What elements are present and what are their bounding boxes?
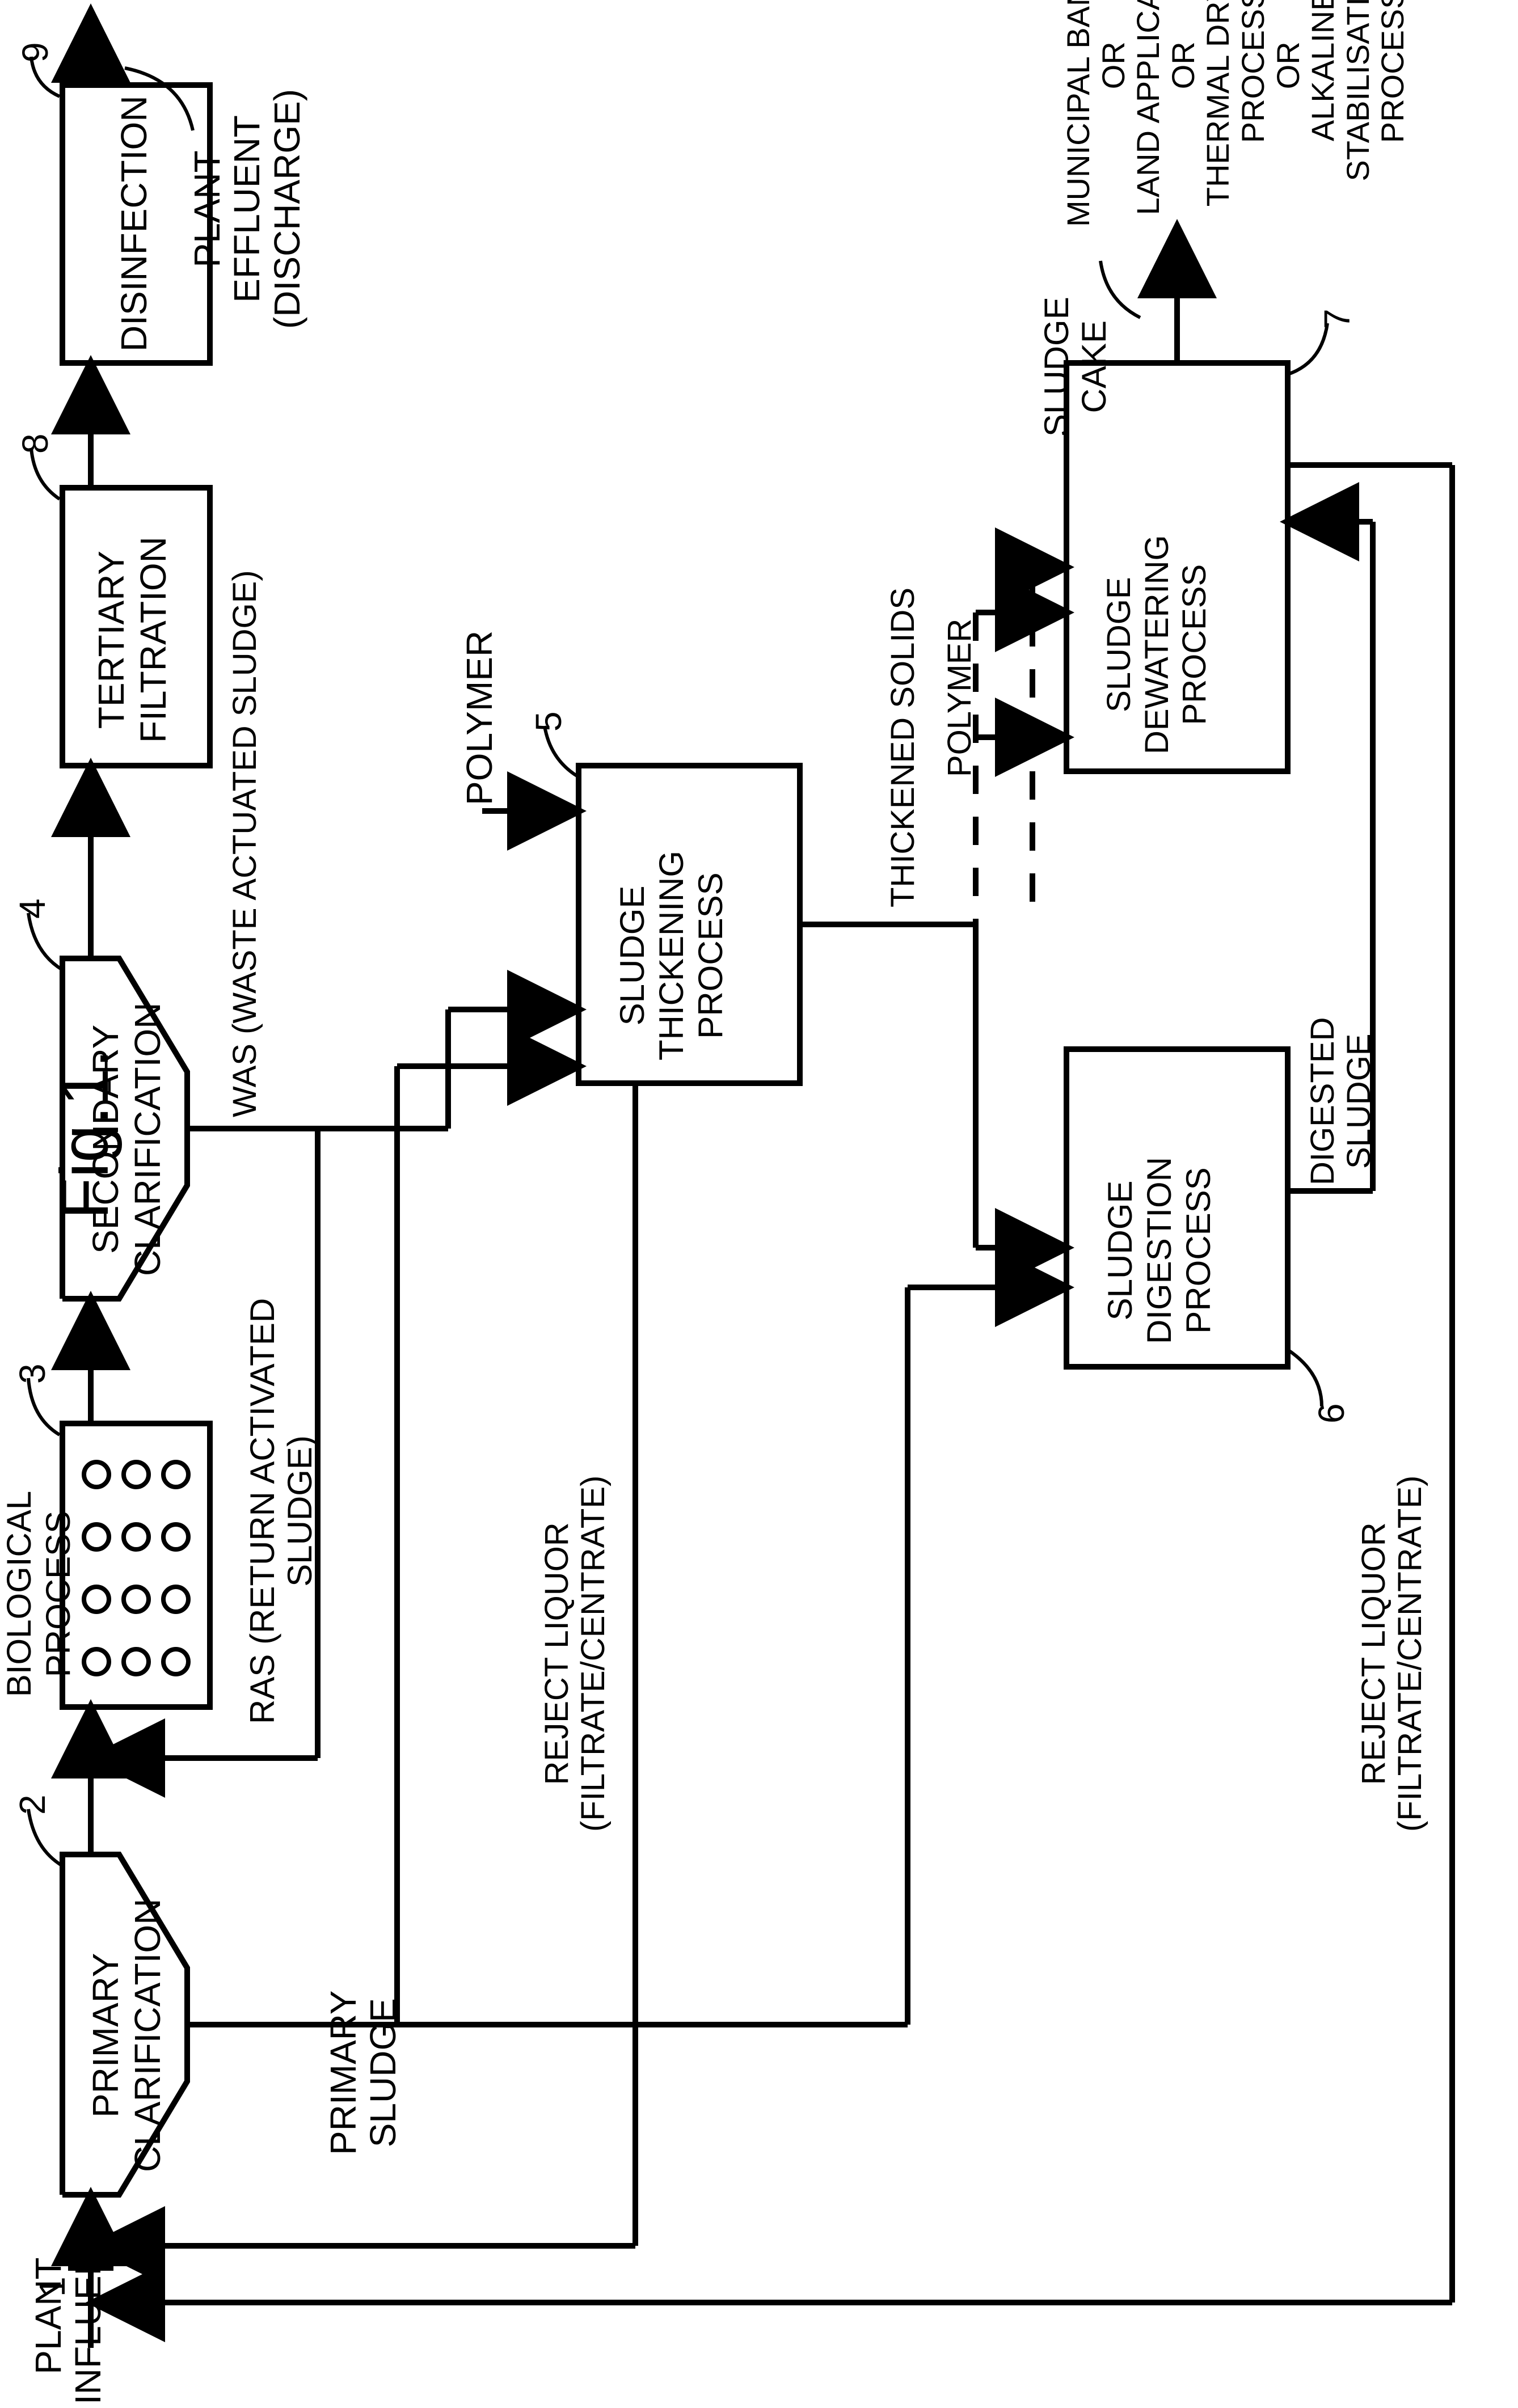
ref-6: 6 <box>1310 1403 1352 1423</box>
label-reject-1: REJECT LIQUOR (FILTRATE/CENTRATE) <box>539 1476 612 1832</box>
ref-3: 3 <box>11 1363 53 1384</box>
label-sludge-dewatering: SLUDGE DEWATERING PROCESS <box>1100 535 1214 754</box>
ref-5: 5 <box>528 711 570 732</box>
label-polymer-2: POLYMER <box>942 619 978 777</box>
label-tertiary-filtration: TERTIARY FILTRATION <box>91 536 174 743</box>
label-sludge-thickening: SLUDGE THICKENING PROCESS <box>613 851 730 1061</box>
label-sludge-cake: SLUDGE CAKE <box>1038 297 1113 437</box>
label-secondary-biological: SECONDARY BIOLOGICAL PROCESS <box>0 1486 78 1701</box>
ref-7: 7 <box>1316 309 1358 329</box>
ref-4: 4 <box>11 898 53 919</box>
label-primary-clarification: PRIMARY CLARIFICATION <box>85 1899 168 2172</box>
label-sludge-digestion: SLUDGE DIGESTION PROCESS <box>1100 1157 1218 1344</box>
flow-lines <box>0 0 1518 2408</box>
label-primary-sludge: PRIMARY SLUDGE <box>323 1991 403 2155</box>
label-plant-influent: PLANT INFLUENT <box>28 2227 108 2405</box>
ref-9: 9 <box>14 42 56 62</box>
label-secondary-clarification: SECONDARY CLARIFICATION <box>85 1003 168 1276</box>
label-disinfection: DISINFECTION <box>113 95 155 352</box>
label-plant-effluent: PLANT EFFLUENT (DISCHARGE) <box>187 89 307 329</box>
label-digested: DIGESTED SLUDGE <box>1305 1017 1377 1186</box>
label-polymer-1: POLYMER <box>459 631 499 805</box>
ref-2: 2 <box>11 1794 53 1815</box>
ref-8: 8 <box>14 433 56 454</box>
label-ras: RAS (RETURN ACTIVATED SLUDGE) <box>244 1298 319 1724</box>
label-thickened: THICKENED SOLIDS <box>885 588 921 907</box>
label-output-disposal: MUNICIPAL BANDING OR LAND APPLICATION OR… <box>1061 0 1410 227</box>
label-was: WAS (WASTE ACTUATED SLUDGE) <box>227 570 263 1117</box>
label-reject-2: REJECT LIQUOR (FILTRATE/CENTRATE) <box>1356 1476 1428 1832</box>
